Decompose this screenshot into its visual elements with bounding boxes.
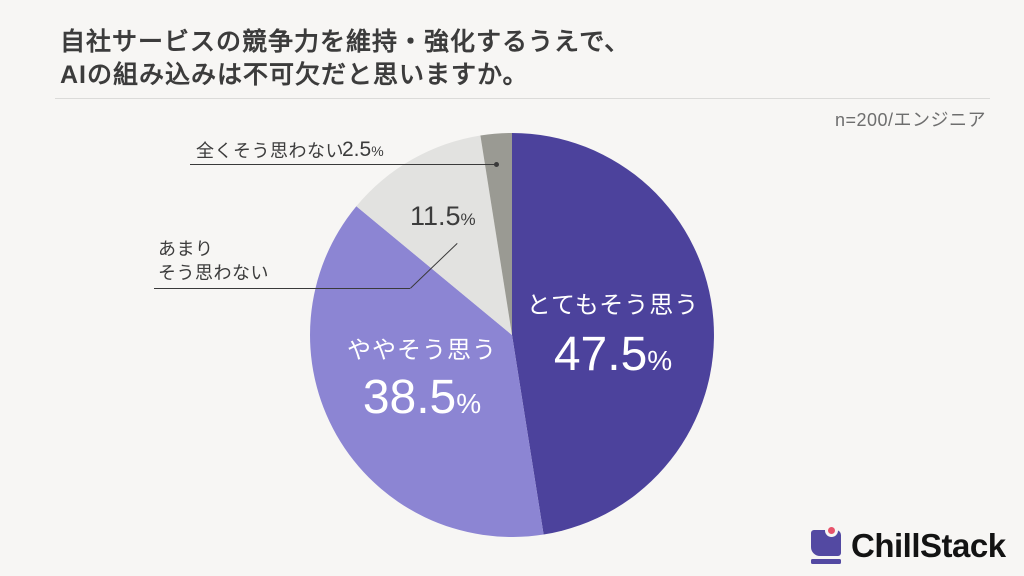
- pie-slice-3: [480, 133, 512, 335]
- percent-sign: %: [647, 345, 673, 376]
- title-line-1: 自社サービスの競争力を維持・強化するうえで、: [60, 28, 631, 56]
- leader-dot-strongly-disagree: [494, 162, 499, 167]
- page-title: 自社サービスの競争力を維持・強化するうえで、 AIの組み込みは不可欠だと思います…: [60, 26, 630, 92]
- label-line-2: そう思わない: [158, 263, 269, 283]
- slice-label-somewhat-agree: ややそう思う 38.5%: [347, 338, 497, 426]
- slice-name: とてもそう思う: [526, 292, 700, 319]
- chillstack-logo-icon: [811, 524, 841, 564]
- slice-value-strongly-disagree: 2.5%: [342, 138, 384, 161]
- slice-name: ややそう思う: [347, 337, 497, 364]
- slice-value-somewhat-disagree: 11.5%: [410, 201, 476, 231]
- leader-line-strongly-disagree: [190, 164, 497, 165]
- logo-red-dot: [825, 524, 838, 537]
- slice-label-strongly-disagree: 全くそう思わない: [196, 141, 344, 161]
- label-line-1: あまり: [158, 239, 214, 259]
- sample-size-note: n=200/エンジニア: [834, 110, 986, 130]
- percent-sign: %: [456, 388, 482, 419]
- pie-slice-0: [512, 133, 714, 535]
- title-line-2: AIの組み込みは不可欠だと思いますか。: [60, 61, 529, 89]
- leader-line-somewhat-disagree-horizontal: [154, 288, 410, 289]
- pie-slice-2: [356, 135, 512, 335]
- title-divider: [55, 98, 990, 99]
- slice-value: 47.5%: [553, 328, 673, 381]
- percent-sign: %: [371, 143, 384, 159]
- slice-label-strongly-agree: とてもそう思う 47.5%: [527, 293, 700, 383]
- percent-sign: %: [460, 210, 476, 229]
- slice-value: 38.5%: [362, 371, 482, 424]
- logo-stack-bar: [811, 559, 841, 564]
- slice-label-somewhat-disagree: あまり そう思わない: [158, 237, 269, 285]
- chillstack-logo-text: ChillStack: [851, 527, 1006, 564]
